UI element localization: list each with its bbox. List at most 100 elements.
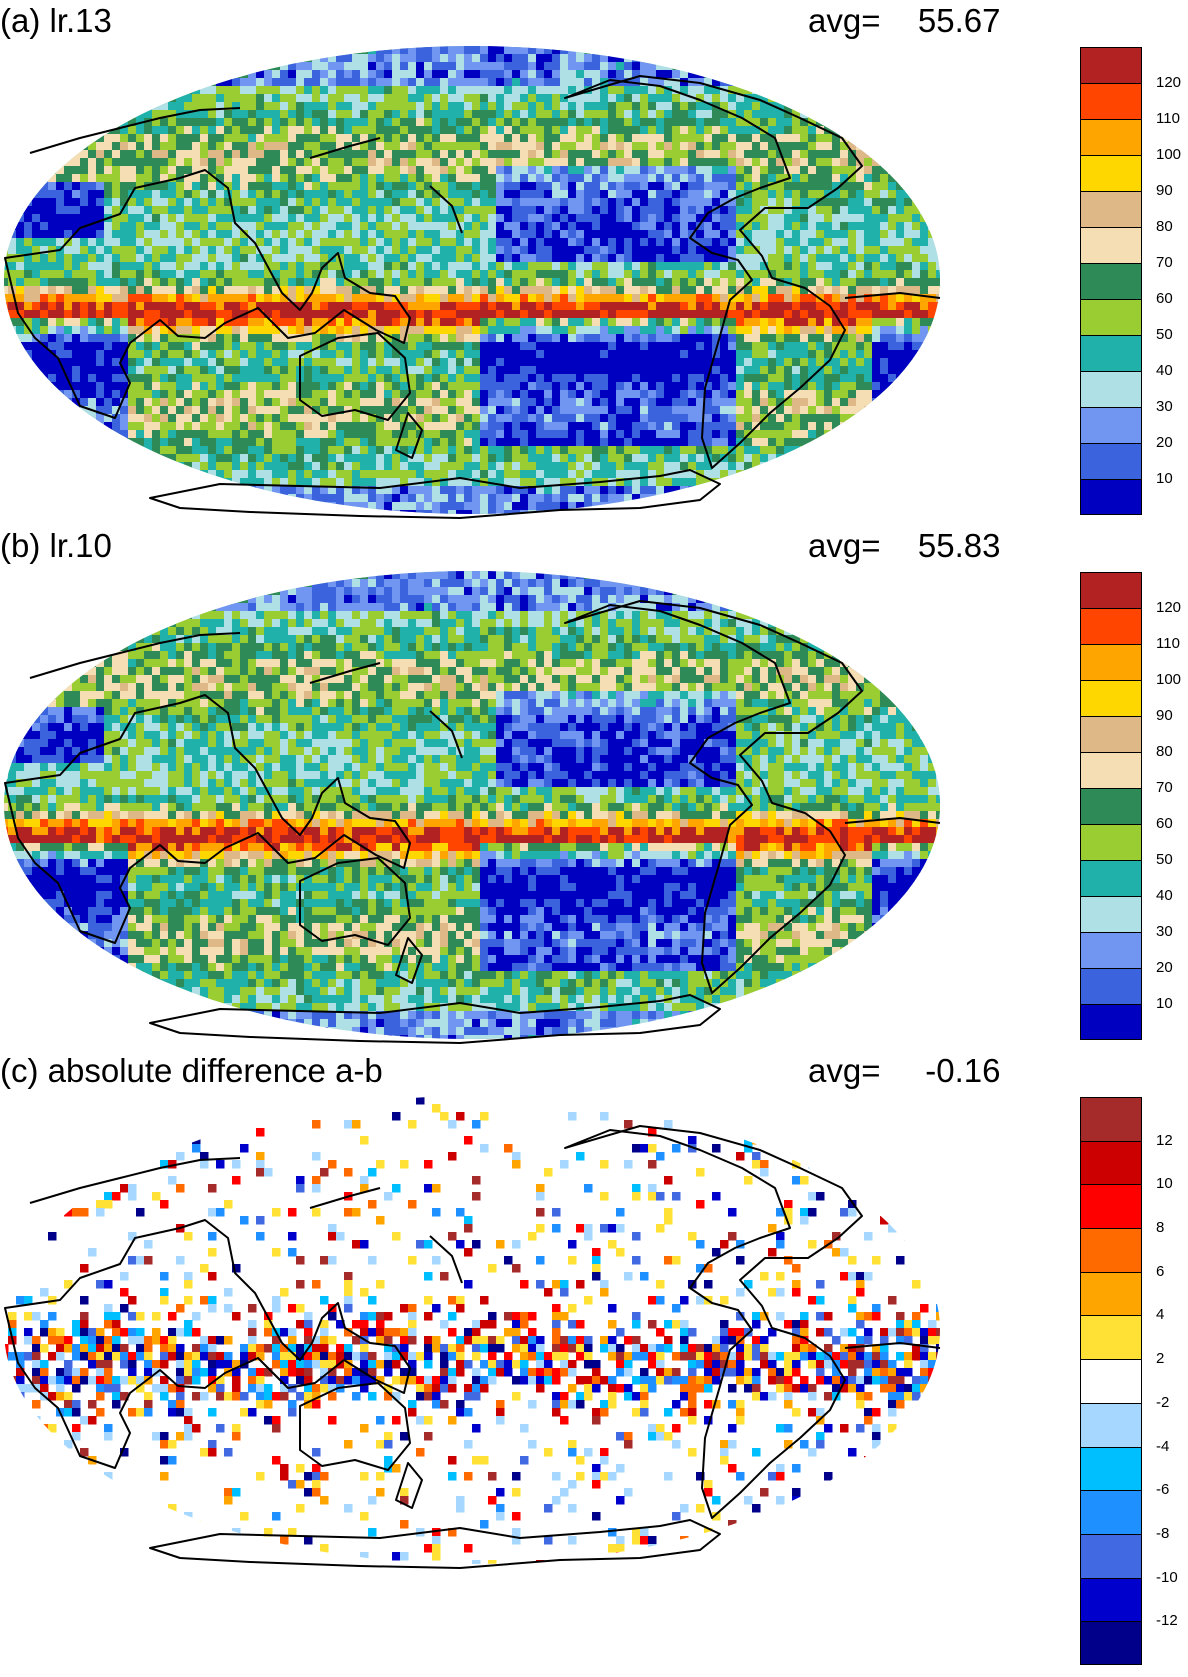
colorbar-tick-label: -12 — [1156, 1612, 1178, 1630]
colorbar-tick-label: 100 — [1156, 671, 1182, 688]
colorbar-tick-label: 90 — [1156, 707, 1173, 724]
coastline-4 — [844, 817, 941, 824]
colorbar-tick-label: -8 — [1156, 1524, 1170, 1542]
colorbar-tick-label: -2 — [1156, 1393, 1170, 1411]
coastline-5 — [149, 994, 721, 1044]
avg-value: -0.16 — [925, 1052, 1001, 1089]
precip-map — [4, 46, 941, 519]
difference-map — [4, 1096, 941, 1569]
colorbar-swatch — [1080, 83, 1142, 119]
average-readout: avg= -0.16 — [808, 1052, 1000, 1090]
precip-grid — [4, 46, 940, 514]
coastline-1 — [299, 857, 411, 946]
colorbar-swatch — [1080, 47, 1142, 83]
colorbar-swatch — [1080, 1140, 1142, 1185]
colorbar-swatch — [1080, 860, 1142, 896]
colorbar-tick-label: 12 — [1156, 1131, 1173, 1149]
avg-label: avg= — [808, 1052, 881, 1089]
colorbar-swatch — [1080, 752, 1142, 788]
panel-b: (b) lr.10 avg= 55.83 10 20 30 40 50 60 70 80 90 10… — [0, 525, 1188, 1045]
colorbar-swatch — [1080, 896, 1142, 932]
colorbar-tick-label: 40 — [1156, 887, 1173, 904]
colorbar-swatch — [1080, 407, 1142, 443]
coastline-1 — [299, 1382, 411, 1471]
colorbar-swatch — [1080, 1315, 1142, 1360]
coastline-7 — [309, 1187, 381, 1209]
colorbar-swatch — [1080, 1004, 1142, 1040]
colorbar-tick-label: 30 — [1156, 923, 1173, 940]
coastlines — [4, 75, 941, 519]
colorbar-tick-label: 50 — [1156, 326, 1173, 343]
colorbar: -12 -10 -8 -6 -4 -2 2 4 6 8 10 12 — [1080, 1097, 1180, 1665]
coastline-2 — [395, 412, 423, 459]
colorbar-tick-label: 6 — [1156, 1262, 1165, 1280]
colorbar-tick-label: 110 — [1156, 635, 1180, 652]
coastline-7 — [309, 662, 381, 684]
colorbar-tick-label: 8 — [1156, 1219, 1165, 1237]
coastline-7 — [309, 137, 381, 159]
colorbar-swatch — [1080, 1228, 1142, 1272]
colorbar-tick-label: 60 — [1156, 815, 1173, 832]
colorbar-swatch — [1080, 443, 1142, 479]
colorbar-swatch — [1080, 299, 1142, 335]
panel-a: (a) lr.13 avg= 55.67 10 20 30 40 50 60 70 80 90 10… — [0, 0, 1188, 520]
colorbar-swatch — [1080, 371, 1142, 407]
colorbar-tick-label: 60 — [1156, 290, 1173, 307]
colorbar-swatch — [1080, 263, 1142, 299]
average-readout: avg= 55.67 — [808, 2, 1000, 40]
colorbar-tick-label: -4 — [1156, 1437, 1170, 1455]
colorbar-swatch — [1080, 716, 1142, 752]
colorbar-swatch — [1080, 1446, 1142, 1491]
colorbar-tick-label: 120 — [1156, 74, 1182, 91]
colorbar-tick-label: 110 — [1156, 110, 1180, 127]
colorbar-swatch — [1080, 932, 1142, 968]
colorbar-tick-label: 20 — [1156, 434, 1173, 451]
coastlines — [4, 600, 941, 1044]
colorbar-swatch — [1080, 572, 1142, 608]
colorbar-tick-label: 100 — [1156, 146, 1182, 163]
colorbar-tick-label: 10 — [1156, 1175, 1173, 1193]
colorbar-tick-label: 70 — [1156, 254, 1173, 271]
colorbar-tick-label: 80 — [1156, 218, 1173, 235]
average-readout: avg= 55.83 — [808, 527, 1000, 565]
coastline-8 — [429, 710, 463, 759]
colorbar-swatch — [1080, 824, 1142, 860]
colorbar-swatch — [1080, 479, 1142, 515]
coastline-0 — [4, 694, 411, 944]
colorbar-tick-label: 10 — [1156, 470, 1173, 487]
colorbar-swatch — [1080, 119, 1142, 155]
avg-value: 55.67 — [917, 2, 1001, 39]
colorbar-tick-label: -10 — [1156, 1568, 1178, 1586]
colorbar-swatch — [1080, 968, 1142, 1004]
avg-label: avg= — [808, 2, 881, 39]
colorbar-swatch — [1080, 1402, 1142, 1447]
precip-grid — [4, 571, 940, 1039]
colorbar-swatch — [1080, 335, 1142, 371]
coastlines — [4, 1125, 941, 1569]
coastline-5 — [149, 1519, 721, 1569]
coastline-3 — [564, 600, 863, 994]
coastline-4 — [844, 1342, 941, 1349]
colorbar-swatch — [1080, 227, 1142, 263]
coastline-4 — [844, 292, 941, 299]
colorbar: 10 20 30 40 50 60 70 80 90 100 110 120 — [1080, 47, 1182, 515]
colorbar-swatch — [1080, 1184, 1142, 1229]
precip-grid — [4, 1096, 940, 1564]
panel-title: (a) lr.13 — [0, 2, 112, 39]
coastline-1 — [299, 332, 411, 421]
colorbar-swatch — [1080, 1533, 1142, 1578]
colorbar-tick-label: 4 — [1156, 1306, 1165, 1324]
coastline-6 — [29, 1157, 241, 1204]
colorbar-swatch — [1080, 1271, 1142, 1316]
colorbar-swatch — [1080, 155, 1142, 191]
colorbar-swatch — [1080, 680, 1142, 716]
colorbar-tick-label: 20 — [1156, 959, 1173, 976]
colorbar-tick-label: 40 — [1156, 362, 1173, 379]
coastline-3 — [564, 75, 863, 469]
colorbar-tick-label: 50 — [1156, 851, 1173, 868]
avg-label: avg= — [808, 527, 881, 564]
coastline-2 — [395, 937, 423, 984]
colorbar-swatch — [1080, 1097, 1142, 1141]
panel-c: (c) absolute difference a-b avg= -0.16 -1… — [0, 1050, 1188, 1677]
colorbar: 10 20 30 40 50 60 70 80 90 100 110 120 — [1080, 572, 1182, 1040]
